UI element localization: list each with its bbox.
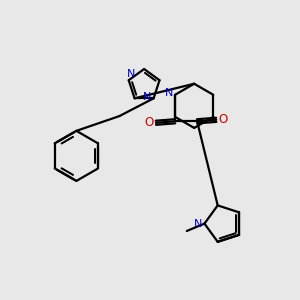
Text: N: N bbox=[143, 92, 151, 102]
Text: O: O bbox=[145, 116, 154, 129]
Text: O: O bbox=[218, 113, 227, 126]
Text: N: N bbox=[164, 88, 173, 98]
Text: N: N bbox=[194, 219, 202, 229]
Text: N: N bbox=[127, 69, 135, 79]
